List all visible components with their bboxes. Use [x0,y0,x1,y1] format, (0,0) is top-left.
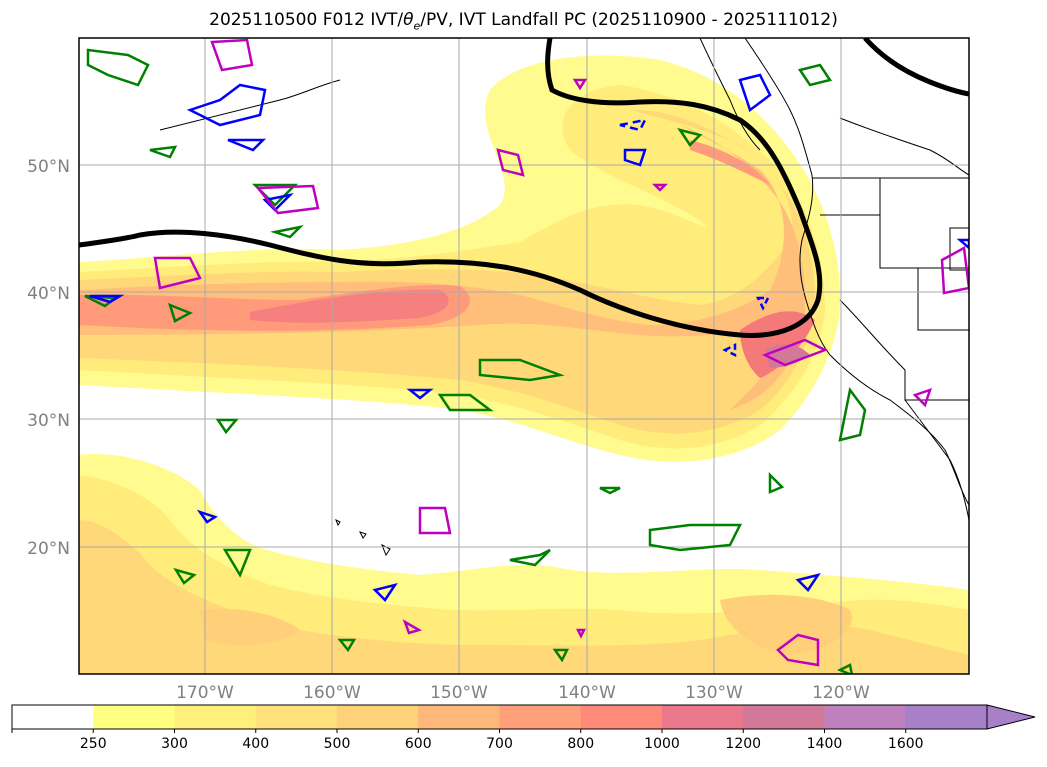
colorbar-swatch [418,705,500,729]
colorbar-swatch [93,705,175,729]
black-contours [79,38,969,338]
colorbar-tick-label: 800 [567,736,594,752]
colorbar-tick-label: 300 [161,736,188,752]
colorbar-swatch [12,705,94,729]
colorbar-tick-label: 600 [405,736,432,752]
lon-label-170w: 170°W [176,683,234,703]
colorbar-tick-label: 400 [242,736,269,752]
colorbar-tick-label: 1200 [725,736,761,752]
ivt-shading [79,55,969,674]
colorbar-swatch [499,705,582,729]
coastlines [159,38,969,557]
lon-label-150w: 150°W [430,683,488,703]
colorbar-swatch [580,705,663,729]
lon-label-140w: 140°W [558,683,616,703]
lon-label-130w: 130°W [685,683,743,703]
colorbar-swatch [174,705,257,729]
lon-label-120w: 120°W [812,683,870,703]
lat-label-30: 30°N [27,411,70,431]
map-panel [79,38,969,674]
colorbar-tick-label: 1400 [807,736,843,752]
colorbar-tick-label: 250 [80,736,107,752]
lat-label-50: 50°N [27,157,70,177]
lon-label-160w: 160°W [303,683,361,703]
colorbar-swatch [905,705,988,729]
colorbar-tick-label: 700 [486,736,513,752]
colorbar-swatch [743,705,825,729]
colorbar-swatch [662,705,744,729]
colorbar-swatch [255,705,338,729]
lat-label-20: 20°N [27,539,70,559]
colorbar-extend-arrow [986,704,1036,730]
colorbar-tick-label: 1000 [644,736,680,752]
colorbar: 250 300 400 500 600 700 800 1000 1200 1400 1600 [11,704,1036,752]
colorbar-swatch [337,705,419,729]
magenta-contours [153,38,969,667]
colorbar-tick-label: 1600 [888,736,924,752]
lat-axis: 50°N 40°N 30°N 20°N [27,157,70,559]
blue-contours [89,73,969,602]
map-title: 2025110500 F012 IVT/θe/PV, IVT Landfall … [209,10,838,33]
colorbar-swatch [824,705,907,729]
colorbar-swatches [12,705,988,729]
lat-label-40: 40°N [27,284,70,304]
colorbar-ticks: 250 300 400 500 600 700 800 1000 1200 1400 1600 [11,729,924,752]
lon-axis: 170°W 160°W 150°W 140°W 130°W 120°W [176,683,870,703]
colorbar-tick-label: 500 [324,736,351,752]
map-frame [78,37,970,675]
